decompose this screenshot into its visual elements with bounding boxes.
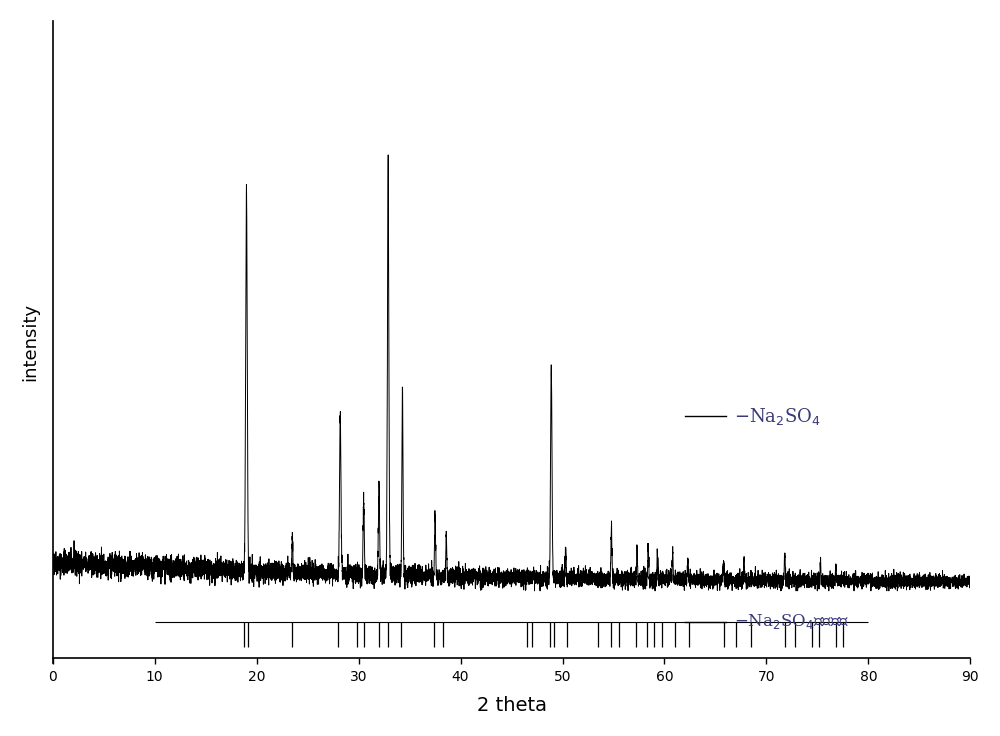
- Y-axis label: intensity: intensity: [21, 303, 39, 381]
- X-axis label: 2 theta: 2 theta: [477, 696, 547, 715]
- Text: $-$Na$_2$SO$_4$: $-$Na$_2$SO$_4$: [734, 406, 821, 427]
- Text: $-$Na$_2$SO$_4$标准卡片: $-$Na$_2$SO$_4$标准卡片: [734, 612, 849, 631]
